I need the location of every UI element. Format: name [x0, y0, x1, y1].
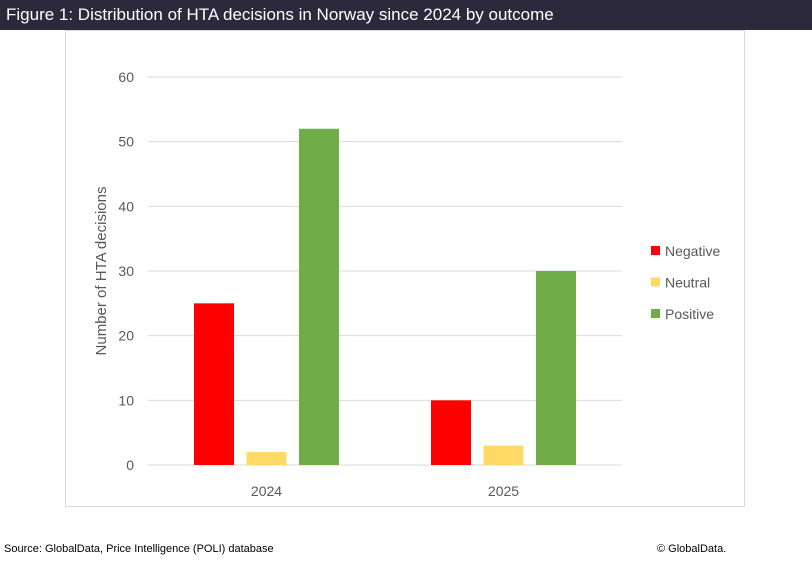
y-axis-label: Number of HTA decisions [93, 187, 110, 356]
y-tick-label: 10 [118, 392, 134, 408]
bar-neutral-2025 [483, 445, 524, 465]
figure-title: Figure 1: Distribution of HTA decisions … [0, 0, 812, 30]
y-tick-label: 30 [118, 263, 134, 279]
x-tick-label: 2025 [488, 483, 519, 499]
bar-negative-2025 [431, 400, 471, 465]
legend-label-negative: Negative [665, 243, 720, 259]
legend-label-neutral: Neutral [665, 275, 710, 291]
source-note: Source: GlobalData, Price Intelligence (… [4, 543, 274, 555]
y-tick-label: 0 [126, 457, 134, 473]
x-tick-label: 2024 [251, 483, 282, 499]
copyright: © GlobalData. [657, 543, 727, 555]
legend-swatch-positive [651, 309, 660, 318]
legend-swatch-negative [651, 246, 660, 255]
y-tick-label: 20 [118, 328, 134, 344]
legend-label-positive: Positive [665, 306, 714, 322]
y-tick-label: 40 [118, 198, 134, 214]
bar-neutral-2024 [246, 452, 287, 465]
y-tick-label: 50 [118, 134, 134, 150]
legend-swatch-neutral [651, 277, 660, 287]
y-tick-label: 60 [118, 69, 134, 85]
bar-positive-2025 [536, 271, 576, 465]
bar-negative-2024 [194, 303, 234, 465]
bar-positive-2024 [299, 128, 339, 465]
chart-frame [65, 30, 745, 507]
